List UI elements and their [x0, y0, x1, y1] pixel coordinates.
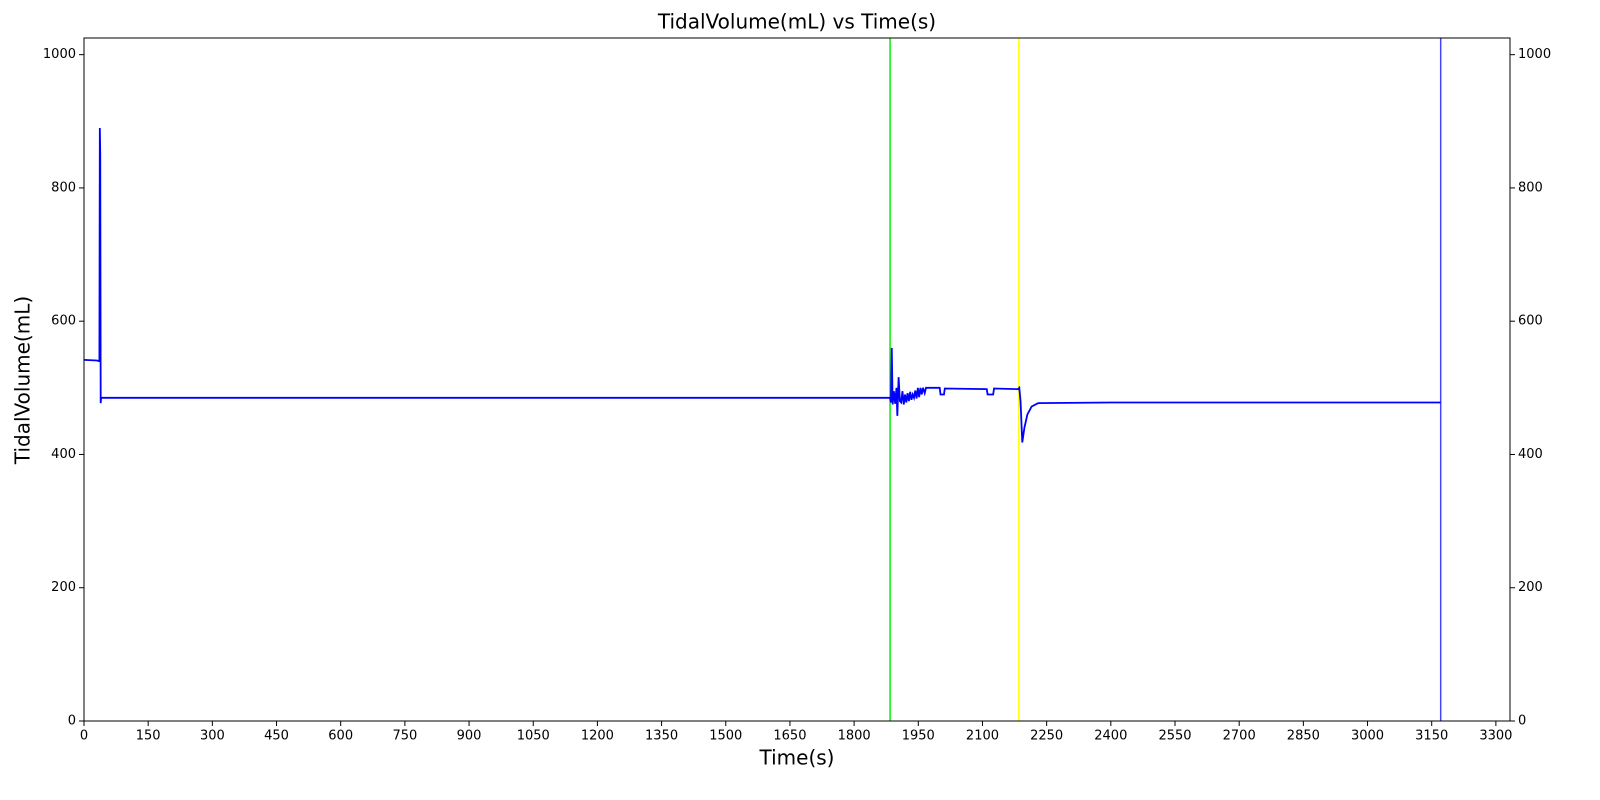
chart-title: TidalVolume(mL) vs Time(s)	[657, 10, 936, 34]
y2-tick-label: 800	[1518, 180, 1543, 195]
x-tick-label: 3150	[1415, 729, 1448, 744]
y-tick-label: 0	[68, 714, 76, 729]
y2-tick-label: 400	[1518, 447, 1543, 462]
x-tick-label: 2400	[1094, 729, 1127, 744]
x-tick-label: 750	[392, 729, 417, 744]
y-tick-label: 200	[51, 580, 76, 595]
plot-frame	[83, 37, 1511, 722]
x-tick-label: 3000	[1351, 729, 1384, 744]
x-tick-label: 0	[80, 729, 88, 744]
x-tick-label: 900	[457, 729, 482, 744]
y2-tick-label: 200	[1518, 580, 1543, 595]
y-tick-label: 400	[51, 447, 76, 462]
y2-tick-label: 600	[1518, 314, 1543, 329]
x-tick-label: 2550	[1158, 729, 1191, 744]
x-axis-label: Time(s)	[759, 746, 835, 770]
y-tick-label: 1000	[43, 47, 76, 62]
y2-tick-label: 1000	[1518, 47, 1551, 62]
x-tick-label: 3300	[1479, 729, 1512, 744]
x-tick-label: 1350	[645, 729, 678, 744]
x-tick-label: 2250	[1030, 729, 1063, 744]
x-tick-label: 2700	[1223, 729, 1256, 744]
x-tick-label: 1200	[581, 729, 614, 744]
x-tick-label: 1800	[838, 729, 871, 744]
x-tick-label: 150	[136, 729, 161, 744]
y-tick-label: 600	[51, 314, 76, 329]
x-tick-label: 2100	[966, 729, 999, 744]
y2-tick-label: 0	[1518, 714, 1526, 729]
x-tick-label: 2850	[1287, 729, 1320, 744]
x-tick-label: 300	[200, 729, 225, 744]
y-axis-label: TidalVolume(mL)	[11, 296, 35, 465]
x-tick-label: 600	[328, 729, 353, 744]
y-tick-label: 800	[51, 180, 76, 195]
x-tick-label: 1050	[517, 729, 550, 744]
data-line	[83, 127, 1441, 443]
x-tick-label: 450	[264, 729, 289, 744]
x-tick-label: 1950	[902, 729, 935, 744]
x-tick-label: 1500	[709, 729, 742, 744]
x-tick-label: 1650	[773, 729, 806, 744]
